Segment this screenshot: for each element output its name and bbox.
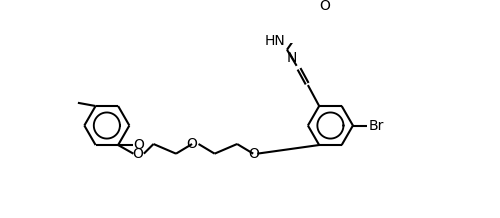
Text: O: O (186, 137, 198, 151)
Text: Br: Br (369, 119, 384, 133)
Text: O: O (132, 147, 143, 161)
Text: O: O (248, 147, 258, 161)
Text: O: O (134, 138, 144, 152)
Text: N: N (287, 51, 298, 65)
Text: HN: HN (264, 34, 285, 48)
Text: O: O (319, 0, 330, 13)
